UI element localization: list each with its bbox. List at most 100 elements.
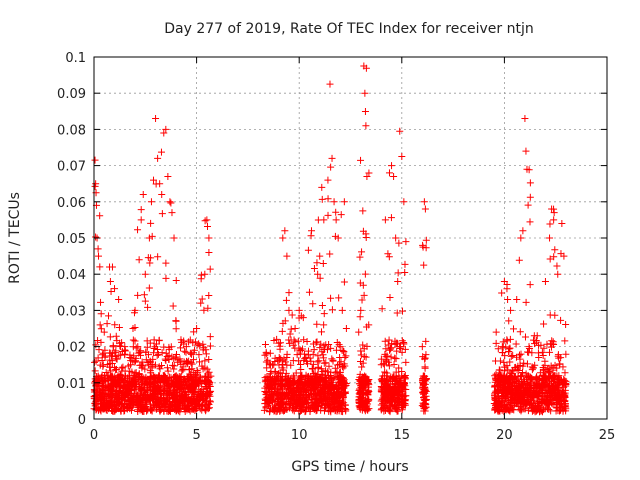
roti-point (170, 365, 178, 373)
roti-point (267, 380, 275, 388)
roti-point (279, 234, 287, 242)
roti-point (162, 274, 170, 282)
roti-point (380, 403, 388, 411)
roti-point (262, 403, 270, 411)
roti-point (495, 369, 503, 377)
roti-point (531, 361, 539, 369)
roti-point (549, 340, 557, 348)
roti-point (124, 381, 132, 389)
roti-point (356, 404, 364, 411)
roti-point (144, 303, 152, 311)
roti-point (401, 260, 409, 268)
roti-point (392, 397, 400, 405)
roti-point (422, 236, 430, 244)
roti-point (261, 351, 269, 359)
roti-point (539, 392, 547, 400)
roti-point (169, 361, 177, 369)
roti-point (145, 380, 153, 388)
roti-point (507, 394, 515, 402)
roti-point (390, 172, 398, 180)
roti-point (517, 350, 525, 358)
roti-point (92, 233, 100, 241)
roti-point (152, 115, 160, 123)
roti-point (506, 388, 514, 396)
roti-point (511, 392, 519, 400)
roti-point (152, 180, 160, 188)
roti-point (421, 364, 429, 372)
roti-point (301, 355, 309, 363)
roti-point (393, 402, 401, 410)
y-tick-label: 0.02 (57, 341, 86, 356)
roti-point (199, 401, 207, 409)
roti-point (101, 398, 109, 406)
roti-point (392, 368, 400, 376)
roti-point (309, 340, 317, 348)
roti-point (150, 345, 158, 353)
roti-point (320, 359, 328, 367)
roti-point (385, 362, 393, 370)
roti-point (261, 340, 269, 348)
roti-point (274, 380, 282, 388)
y-tick-label: 0.06 (57, 196, 86, 211)
roti-point (144, 254, 152, 262)
roti-point (318, 401, 326, 409)
roti-point (512, 340, 520, 348)
roti-point (284, 374, 292, 382)
roti-point (357, 351, 365, 359)
roti-point (303, 338, 311, 346)
roti-point (336, 404, 344, 412)
roti-point (94, 354, 102, 362)
roti-point (289, 341, 297, 349)
roti-point (131, 357, 139, 365)
roti-point (117, 407, 125, 415)
roti-point (360, 353, 368, 361)
roti-point (196, 358, 204, 366)
roti-point (502, 406, 510, 414)
roti-point (378, 305, 386, 313)
roti-point (164, 367, 172, 375)
roti-point (315, 357, 323, 365)
roti-point (492, 328, 500, 336)
roti-point (557, 376, 565, 384)
roti-point (384, 384, 392, 392)
roti-point (320, 354, 328, 362)
roti-point (120, 403, 128, 411)
roti-point (377, 375, 385, 383)
roti-point (387, 353, 395, 361)
roti-point (291, 344, 299, 352)
roti-point (546, 255, 554, 263)
roti-point (290, 336, 298, 344)
roti-point (361, 373, 369, 381)
roti-point (144, 406, 152, 414)
roti-point (95, 375, 103, 383)
roti-point (141, 297, 149, 305)
roti-point (307, 232, 315, 240)
roti-point (521, 115, 529, 123)
roti-point (362, 230, 370, 238)
roti-point (152, 383, 160, 391)
roti-point (364, 388, 372, 396)
roti-point (400, 379, 408, 387)
roti-point (270, 337, 278, 345)
roti-point (329, 376, 337, 384)
roti-point (162, 385, 170, 393)
roti-point (274, 403, 282, 411)
roti-point (342, 352, 350, 360)
roti-point (539, 364, 547, 372)
roti-point (539, 376, 547, 384)
roti-point (158, 361, 166, 369)
roti-point (557, 316, 565, 324)
roti-point (286, 330, 294, 338)
roti-point (125, 401, 133, 409)
roti-point (559, 407, 567, 415)
roti-point (558, 220, 566, 228)
roti-point (154, 253, 162, 261)
roti-point (299, 345, 307, 353)
roti-point (421, 205, 429, 213)
roti-point (394, 269, 402, 277)
roti-point (509, 351, 517, 359)
roti-point (361, 89, 369, 97)
roti-point (264, 356, 272, 364)
roti-point (137, 361, 145, 369)
